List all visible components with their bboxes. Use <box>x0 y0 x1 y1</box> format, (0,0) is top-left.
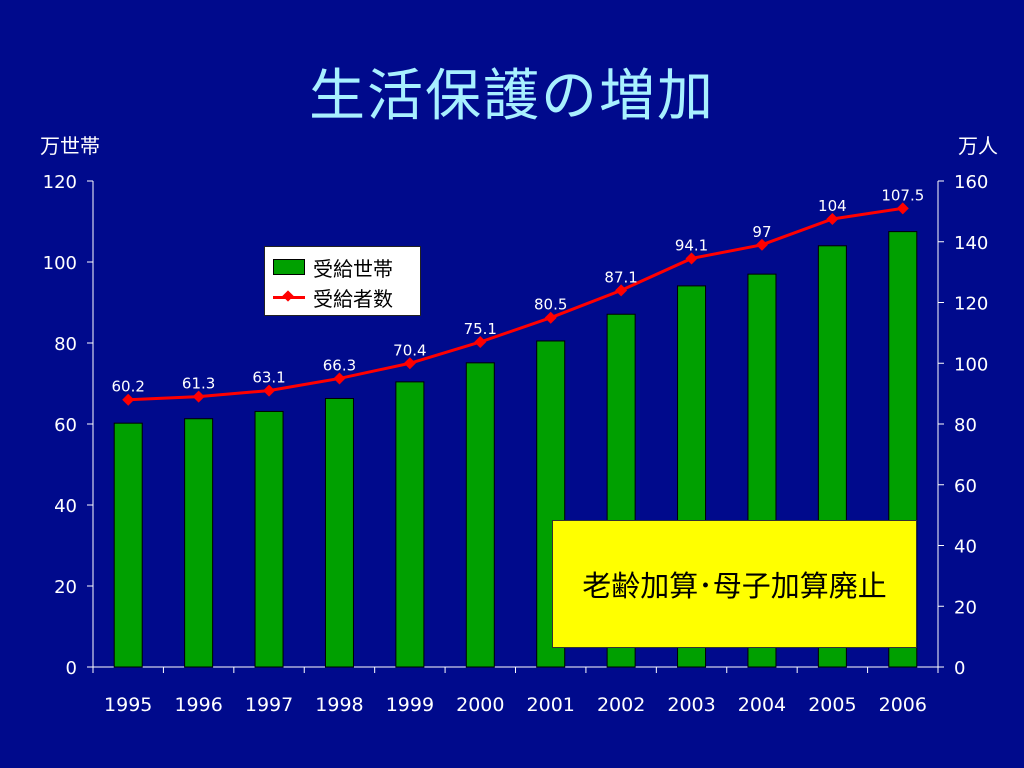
y-right-tick-label: 80 <box>954 415 977 436</box>
y-right-tick-label: 100 <box>954 354 988 375</box>
line-point <box>263 384 276 397</box>
x-tick-label: 2002 <box>597 694 645 716</box>
left-axis-unit: 万世帯 <box>40 134 100 158</box>
bar <box>324 397 354 668</box>
chart-legend: 受給世帯 受給者数 <box>264 246 421 316</box>
legend-bar-label: 受給世帯 <box>313 256 393 281</box>
y-left-tick-label: 80 <box>54 334 77 355</box>
legend-line-swatch <box>273 290 305 304</box>
line-point <box>122 393 135 406</box>
bar-value-label: 61.3 <box>182 375 215 393</box>
line-point <box>403 357 416 370</box>
line-point <box>544 311 557 324</box>
x-tick-label: 1997 <box>245 694 293 716</box>
y-left-tick-label: 0 <box>66 658 77 679</box>
x-tick-label: 2004 <box>738 694 786 716</box>
line-point <box>685 252 698 265</box>
bar <box>113 422 143 668</box>
x-tick-label: 2005 <box>808 694 856 716</box>
bar <box>465 362 495 668</box>
x-tick-label: 2001 <box>527 694 575 716</box>
x-tick-label: 1998 <box>315 694 363 716</box>
line-point <box>474 335 487 348</box>
bar-value-label: 80.5 <box>534 296 567 314</box>
bar-value-label: 70.4 <box>393 341 426 359</box>
series-line <box>128 206 904 402</box>
y-right-tick-label: 140 <box>954 233 988 254</box>
x-tick-label: 1995 <box>104 694 152 716</box>
bar-value-label: 60.2 <box>112 378 145 396</box>
legend-line-label: 受給者数 <box>313 286 393 311</box>
x-tick-label: 1999 <box>386 694 434 716</box>
bar <box>395 381 425 668</box>
bar-value-label: 66.3 <box>323 356 356 374</box>
y-left-tick-label: 20 <box>54 577 77 598</box>
legend-bar-swatch <box>273 259 305 275</box>
bar-value-label: 94.1 <box>675 236 708 254</box>
y-left-tick-label: 60 <box>54 415 77 436</box>
y-right-tick-label: 40 <box>954 537 977 558</box>
y-right-tick-label: 0 <box>954 658 965 679</box>
bar-value-label: 75.1 <box>464 320 497 338</box>
page-title: 生活保護の増加 <box>309 64 715 129</box>
bar <box>254 410 284 668</box>
bar-value-label: 63.1 <box>252 369 285 387</box>
y-left-tick-label: 40 <box>54 496 77 517</box>
y-left-tick-label: 120 <box>43 172 77 193</box>
line-point <box>755 238 768 251</box>
line-point <box>192 390 205 403</box>
bar-value-label: 107.5 <box>881 186 924 204</box>
x-tick-label: 2003 <box>667 694 715 716</box>
annotation-callout: 老齢加算･母子加算廃止 <box>552 520 917 648</box>
y-right-tick-label: 160 <box>954 172 988 193</box>
line-point <box>333 372 346 385</box>
bar-value-label: 104 <box>818 197 847 215</box>
bar-value-label: 97 <box>752 223 771 241</box>
x-tick-label: 1996 <box>174 694 222 716</box>
line-point <box>615 284 628 297</box>
line-point <box>826 212 839 225</box>
bar <box>184 418 214 668</box>
x-tick-label: 2006 <box>879 694 927 716</box>
line-point <box>896 202 909 215</box>
y-right-tick-label: 20 <box>954 597 977 618</box>
y-right-tick-label: 60 <box>954 476 977 497</box>
x-tick-label: 2000 <box>456 694 504 716</box>
bar-value-label: 87.1 <box>604 268 637 286</box>
right-axis-unit: 万人 <box>958 134 998 158</box>
y-left-tick-label: 100 <box>43 253 77 274</box>
y-right-tick-label: 120 <box>954 294 988 315</box>
